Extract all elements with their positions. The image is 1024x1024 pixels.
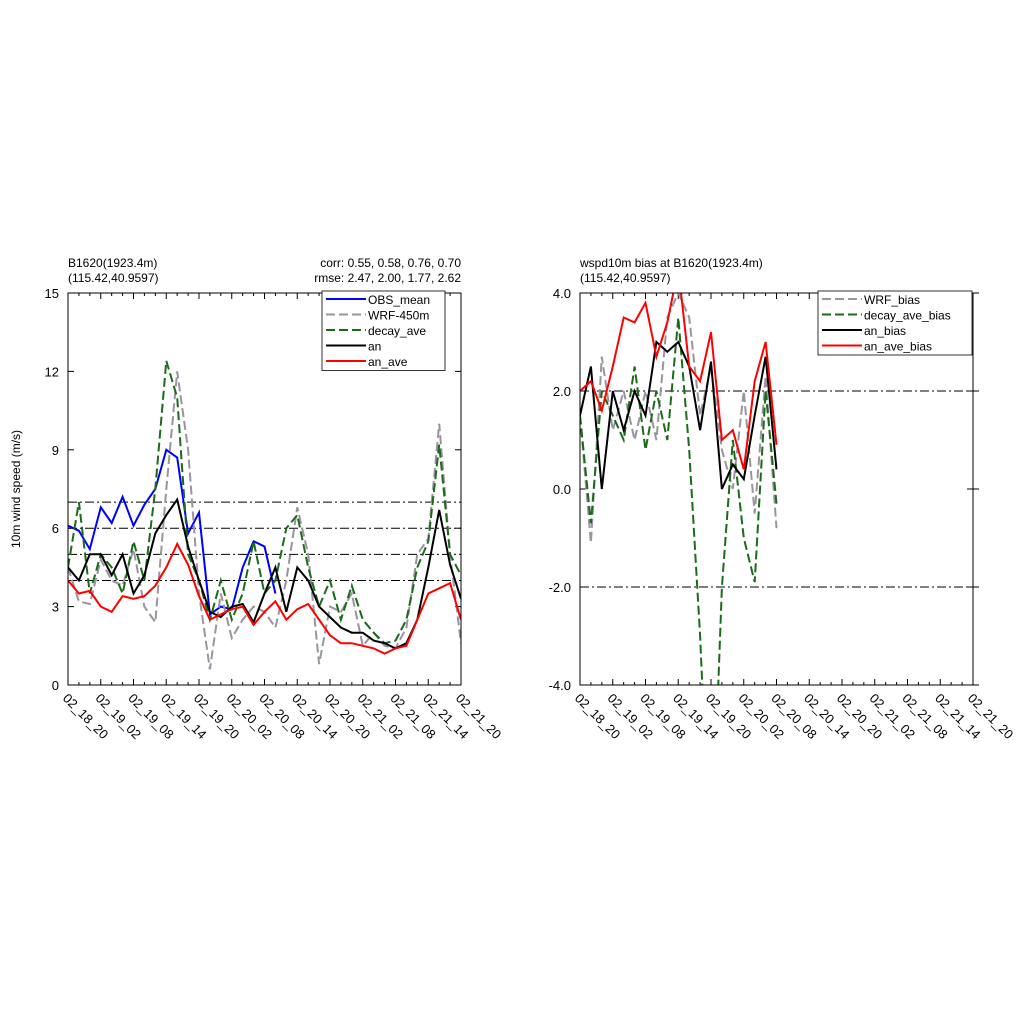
y-tick-label: 6 — [52, 521, 59, 536]
plot-frame — [67, 292, 462, 686]
legend-label: an_bias — [864, 324, 906, 338]
panel-subtitle: (115.42,40.9597) — [68, 271, 159, 285]
y-tick-label: 9 — [52, 443, 59, 458]
annotation: rmse: 2.47, 2.00, 1.77, 2.62 — [314, 271, 461, 285]
panel-title: wspd10m bias at B1620(1923.4m) — [579, 256, 763, 270]
series-line — [580, 317, 778, 685]
series-line — [68, 541, 461, 655]
panel-subtitle: (115.42,40.9597) — [580, 271, 671, 285]
legend-box — [817, 290, 973, 356]
plot-frame — [579, 292, 974, 686]
panel-title: B1620(1923.4m) — [68, 256, 157, 270]
y-axis-label: 10m wind speed (m/s) — [9, 430, 23, 548]
y-tick-label: 12 — [45, 364, 59, 379]
legend-label: OBS_mean — [368, 293, 430, 307]
legend-label: decay_ave — [368, 324, 426, 338]
series-line — [68, 360, 461, 645]
legend-label: WRF_bias — [864, 293, 920, 307]
y-tick-label: 2.0 — [553, 384, 571, 399]
plot-area — [580, 293, 778, 685]
legend-label: decay_ave_bias — [864, 309, 951, 323]
legend-label: WRF-450m — [368, 309, 429, 323]
y-tick-label: 0.0 — [553, 482, 571, 497]
legend-label: an_ave — [368, 355, 408, 369]
series-line — [68, 448, 277, 617]
series-line — [580, 293, 778, 470]
y-tick-label: -2.0 — [549, 580, 571, 595]
y-tick-label: 0 — [52, 678, 59, 693]
y-tick-label: 15 — [45, 286, 59, 301]
y-tick-label: 4.0 — [553, 286, 571, 301]
plot-area — [68, 360, 461, 670]
annotation: corr: 0.55, 0.58, 0.76, 0.70 — [320, 256, 461, 270]
legend-label: an — [368, 340, 381, 354]
y-tick-label: 3 — [52, 600, 59, 615]
y-tick-label: -4.0 — [549, 678, 571, 693]
legend-label: an_ave_bias — [864, 340, 932, 354]
series-line — [580, 340, 778, 490]
